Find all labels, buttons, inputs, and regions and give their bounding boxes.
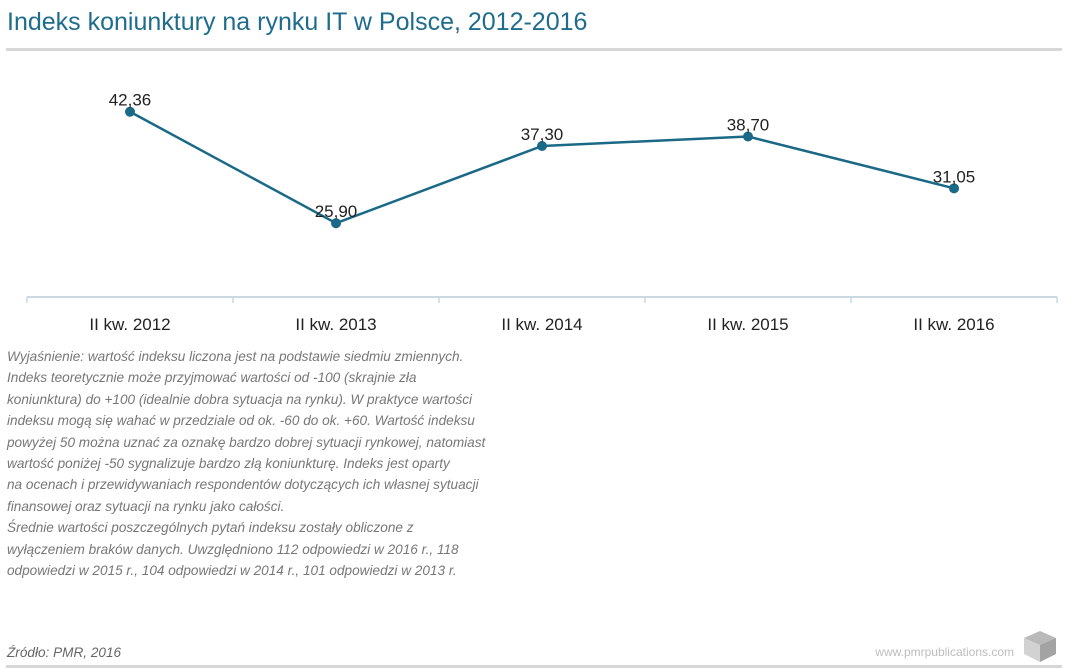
x-tick-label: II kw. 2013 (295, 315, 376, 334)
data-point (537, 140, 547, 151)
note-line: finansowej oraz sytuacji na rynku jako c… (7, 498, 285, 514)
title-divider (6, 48, 1062, 51)
note-line: odpowiedzi w 2015 r., 104 odpowiedzi w 2… (7, 563, 457, 579)
data-label: 38,70 (727, 116, 770, 135)
note-line: indeksu mogą się wahać w przedziale od o… (7, 413, 475, 429)
pmr-cube-logo-icon (1024, 631, 1056, 662)
data-label: 25,90 (315, 202, 358, 221)
data-label: 31,05 (933, 167, 976, 186)
data-point (743, 131, 753, 142)
data-point (949, 183, 959, 194)
note-line: powyżej 50 można uznać za oznakę bardzo … (7, 434, 486, 450)
note-line: Wyjaśnienie: wartość indeksu liczona jes… (7, 349, 464, 364)
note-line: koniunktura) do +100 (idealnie dobra syt… (7, 391, 473, 407)
x-tick-label: II kw. 2015 (707, 315, 788, 334)
bottom-divider (6, 665, 1062, 668)
note-line: wyłączeniem braków danych. Uwzględniono … (7, 541, 459, 557)
note-line: wartość poniżej -50 sygnalizuje bardzo z… (7, 456, 450, 472)
data-label: 37,30 (521, 125, 564, 144)
x-tick-label: II kw. 2014 (501, 315, 582, 334)
website-label: www.pmrpublications.com (875, 645, 1014, 659)
source-label: Źródło: PMR, 2016 (7, 645, 122, 660)
data-point (331, 218, 341, 229)
note-line: Średnie wartości poszczególnych pytań in… (7, 520, 414, 536)
data-point (125, 106, 135, 117)
x-tick-label: II kw. 2012 (89, 315, 170, 334)
note-line: Indeks teoretycznie może przyjmować wart… (7, 370, 417, 386)
explanation-note: Wyjaśnienie: wartość indeksu liczona jes… (7, 346, 507, 581)
data-label: 42,36 (109, 91, 152, 110)
chart-title: Indeks koniunktury na rynku IT w Polsce,… (7, 8, 588, 36)
line-chart: II kw. 2012 II kw. 2013 II kw. 2014 II kw. … (26, 91, 1058, 334)
x-tick-label: II kw. 2016 (913, 315, 994, 334)
note-line: na ocenach i przewidywaniach respondentó… (7, 477, 479, 493)
